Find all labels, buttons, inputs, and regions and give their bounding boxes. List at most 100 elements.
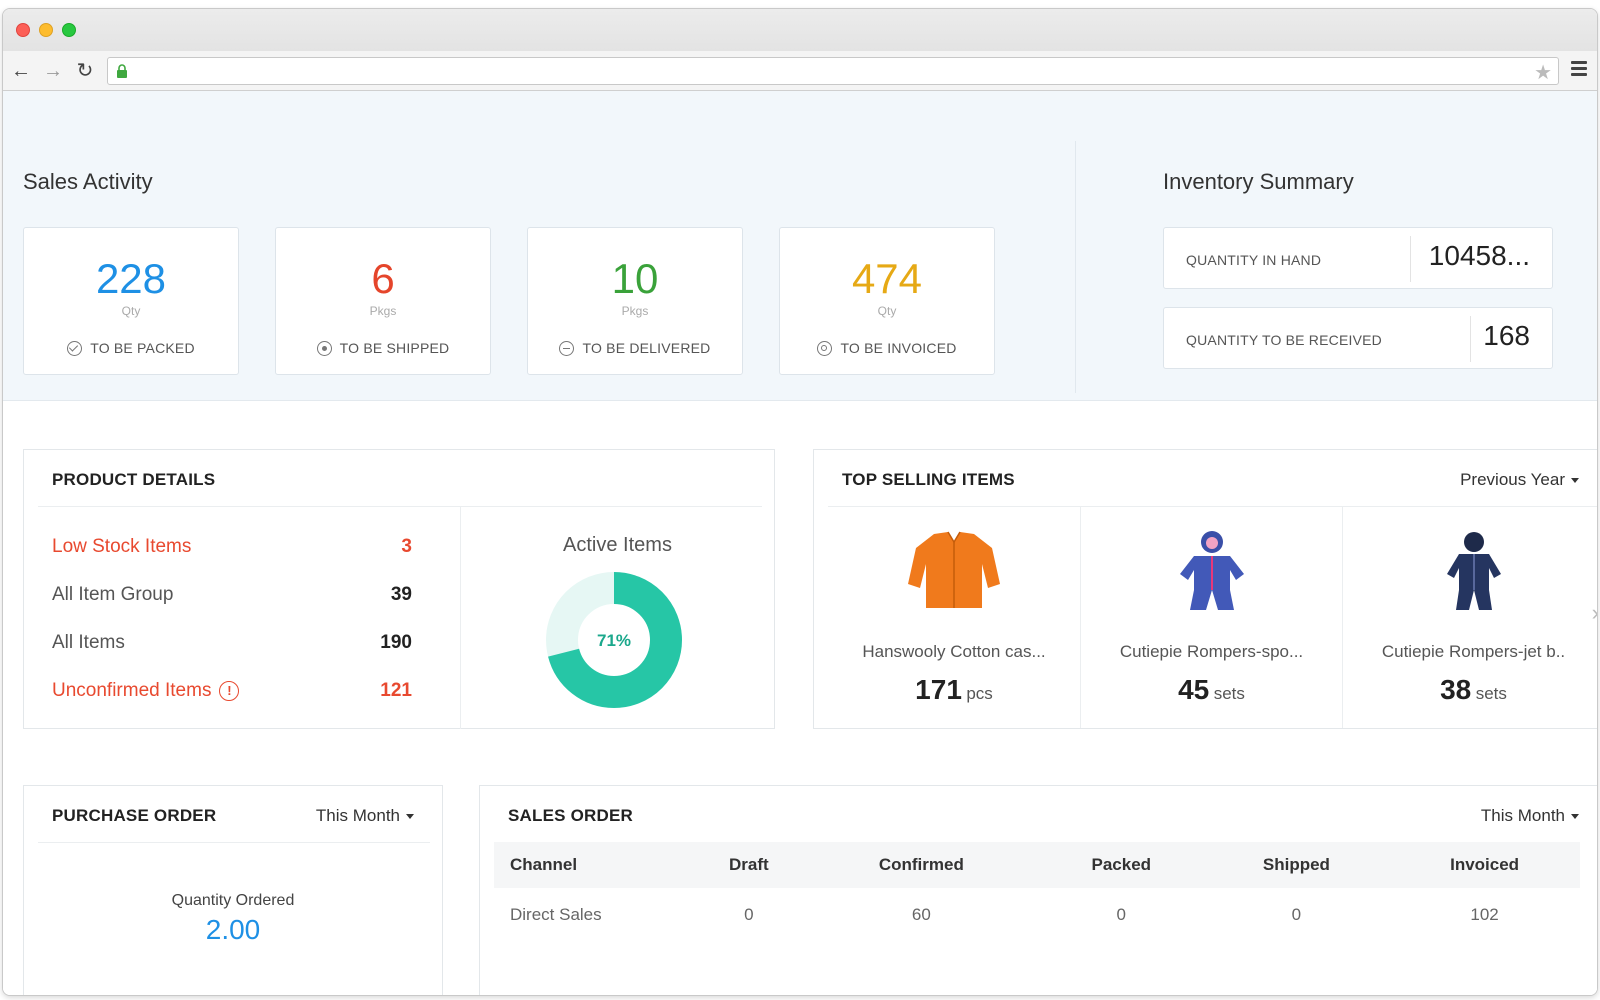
sales-order-period-dropdown[interactable]: This Month	[1481, 806, 1579, 826]
sa-label-text: TO BE PACKED	[90, 340, 195, 356]
product-details-panel: PRODUCT DETAILS Low Stock Items 3 All It…	[23, 449, 775, 729]
item-qty: 45 sets	[1081, 674, 1342, 706]
item-qty-number: 38	[1440, 674, 1472, 705]
to-be-invoiced-card[interactable]: 474 Qty TO BE INVOICED	[779, 227, 995, 375]
product-details-title: PRODUCT DETAILS	[52, 470, 216, 489]
all-items-row[interactable]: All Items 190	[52, 628, 412, 658]
table-row[interactable]: Direct Sales 0 60 0 0 102	[494, 888, 1580, 942]
purchase-order-period-dropdown[interactable]: This Month	[316, 806, 414, 826]
inv-separator	[1410, 236, 1411, 282]
to-be-packed-card[interactable]: 228 Qty TO BE PACKED	[23, 227, 239, 375]
invoice-circle-icon	[817, 340, 833, 356]
unconfirmed-items-row[interactable]: Unconfirmed Items ! 121	[52, 676, 412, 706]
sales-activity-title: Sales Activity	[23, 169, 153, 194]
minimize-window-button[interactable]	[39, 23, 53, 37]
inv-value: 168	[1483, 320, 1530, 351]
address-bar[interactable]: ★	[107, 57, 1559, 85]
dropdown-label: This Month	[1480, 806, 1565, 825]
table-cell: 0	[744, 905, 754, 924]
inventory-summary-title: Inventory Summary	[1163, 169, 1354, 194]
quantity-to-be-received-card[interactable]: QUANTITY TO BE RECEIVED 168	[1163, 307, 1553, 369]
top-item-card[interactable]: Hanswooly Cotton cas... 171 pcs	[828, 506, 1080, 728]
low-stock-items-row[interactable]: Low Stock Items 3	[52, 532, 412, 562]
pd-label: Unconfirmed Items !	[52, 680, 240, 702]
title-bar	[3, 9, 1597, 51]
dashboard-page: Sales Activity 228 Qty TO BE PACKED 6 Pk…	[3, 91, 1597, 995]
column-header: Channel	[494, 842, 694, 888]
item-qty: 38 sets	[1343, 674, 1597, 706]
item-name: Hanswooly Cotton cas...	[862, 642, 1046, 661]
item-name: Cutiepie Rompers-jet b..	[1381, 642, 1566, 661]
forward-arrow-icon[interactable]: →	[43, 60, 63, 82]
all-item-group-row[interactable]: All Item Group 39	[52, 580, 412, 610]
sa-label-text: TO BE SHIPPED	[339, 340, 450, 356]
maximize-window-button[interactable]	[62, 23, 76, 37]
top-selling-title: TOP SELLING ITEMS	[842, 470, 1015, 489]
reload-icon[interactable]: ↻	[76, 60, 94, 82]
column-header: Draft	[694, 842, 804, 888]
pd-value: 3	[401, 536, 412, 557]
band-divider	[1075, 141, 1076, 393]
dropdown-label: This Month	[315, 806, 400, 825]
sa-label-text: TO BE INVOICED	[840, 340, 957, 356]
top-selling-period-dropdown[interactable]: Previous Year	[1460, 470, 1579, 490]
item-qty-number: 45	[1178, 674, 1210, 705]
pd-value: 190	[380, 632, 412, 653]
sales-order-title: SALES ORDER	[508, 806, 633, 825]
inv-label: QUANTITY IN HAND	[1186, 252, 1322, 268]
table-cell: 0	[1116, 905, 1126, 924]
top-item-card[interactable]: Cutiepie Rompers-jet b.. 38 sets	[1342, 506, 1597, 728]
sa-label: TO BE PACKED	[24, 340, 238, 356]
pd-label: All Items	[52, 632, 125, 653]
pd-value: 121	[380, 680, 412, 701]
active-items-title: Active Items	[563, 534, 672, 556]
bookmark-star-icon[interactable]: ★	[1534, 62, 1552, 84]
caret-down-icon	[1571, 477, 1579, 483]
browser-window: ← → ↻ ★ Sales Activity 228 Qty TO BE PAC…	[2, 8, 1598, 996]
item-name: Cutiepie Rompers-spo...	[1119, 642, 1304, 661]
pd-label-text: Unconfirmed Items	[52, 680, 212, 701]
inv-separator	[1470, 316, 1471, 362]
sa-value: 6	[371, 255, 395, 302]
panel-divider	[38, 842, 430, 843]
column-header: Shipped	[1203, 842, 1390, 888]
sa-label-text: TO BE DELIVERED	[582, 340, 711, 356]
to-be-delivered-card[interactable]: 10 Pkgs TO BE DELIVERED	[527, 227, 743, 375]
top-selling-panel: TOP SELLING ITEMS Previous Year Hanswool…	[813, 449, 1597, 729]
column-header: Invoiced	[1389, 842, 1580, 888]
sales-order-panel: SALES ORDER This Month Channel Draft Con…	[479, 785, 1597, 995]
to-be-shipped-card[interactable]: 6 Pkgs TO BE SHIPPED	[275, 227, 491, 375]
quantity-ordered-value: 2.00	[205, 914, 261, 945]
ship-circle-icon	[316, 340, 332, 356]
quantity-ordered-label: Quantity Ordered	[171, 892, 295, 909]
lock-icon	[117, 64, 127, 78]
quantity-in-hand-card[interactable]: QUANTITY IN HAND 10458...	[1163, 227, 1553, 289]
item-qty-unit: pcs	[966, 684, 993, 703]
item-qty-unit: sets	[1213, 684, 1245, 703]
caret-down-icon	[406, 813, 414, 819]
active-items-donut[interactable]: 71%	[544, 570, 684, 710]
browser-toolbar: ← → ↻ ★	[3, 51, 1597, 91]
pd-label: All Item Group	[52, 584, 174, 605]
warning-icon[interactable]: !	[219, 681, 240, 701]
sa-value: 10	[611, 255, 659, 302]
hamburger-menu-icon[interactable]	[1571, 61, 1587, 76]
caret-down-icon	[1571, 813, 1579, 819]
sa-label: TO BE INVOICED	[780, 340, 994, 356]
top-item-card[interactable]: Cutiepie Rompers-spo... 45 sets	[1080, 506, 1342, 728]
orange-cardigan-image	[908, 531, 1000, 608]
sa-unit: Pkgs	[369, 304, 397, 318]
purchase-order-panel: PURCHASE ORDER This Month Quantity Order…	[23, 785, 443, 995]
navy-romper-image	[1446, 532, 1501, 610]
purchase-order-title: PURCHASE ORDER	[52, 806, 217, 825]
back-arrow-icon[interactable]: ←	[11, 60, 31, 82]
chevron-right-icon[interactable]: ›	[1592, 600, 1597, 626]
close-window-button[interactable]	[16, 23, 30, 37]
pd-value: 39	[390, 584, 412, 605]
item-qty-number: 171	[915, 674, 962, 705]
donut-percent-label: 71%	[597, 631, 631, 650]
table-cell: 102	[1470, 905, 1499, 924]
sa-unit: Qty	[121, 304, 141, 318]
item-qty-unit: sets	[1475, 684, 1507, 703]
inv-label: QUANTITY TO BE RECEIVED	[1186, 332, 1382, 348]
